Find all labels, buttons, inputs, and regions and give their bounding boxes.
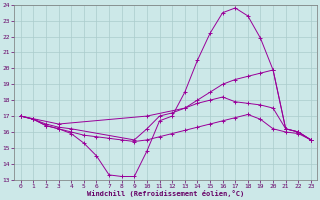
X-axis label: Windchill (Refroidissement éolien,°C): Windchill (Refroidissement éolien,°C) <box>87 190 244 197</box>
